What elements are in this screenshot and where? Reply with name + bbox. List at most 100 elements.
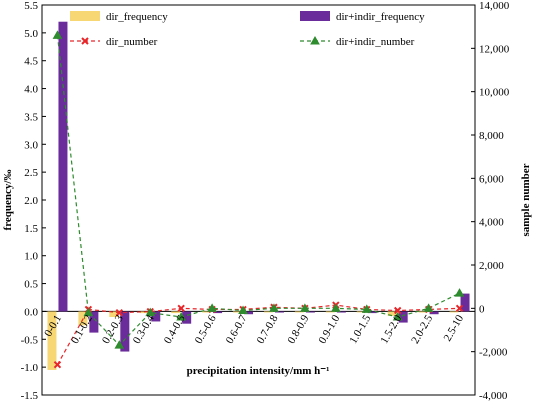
right-tick-label: 4,000 (479, 217, 504, 229)
triangle-marker (423, 303, 434, 312)
bar (294, 311, 304, 313)
triangle-marker (330, 303, 341, 312)
bar (336, 311, 346, 313)
x-tick-label: 0.7-0.8 (255, 313, 281, 346)
right-tick-label: -2,000 (479, 347, 508, 359)
x-tick-label: 0.4-0.5 (162, 313, 188, 346)
x-tick-label: 1.5-2.0 (378, 313, 404, 346)
left-tick-label: 1.0 (24, 251, 38, 263)
x-tick-label: 0.9-1.0 (316, 313, 342, 346)
markers-layer (52, 30, 465, 369)
x-marker (53, 360, 62, 369)
bar (367, 311, 377, 314)
bar (233, 311, 243, 313)
triangle-marker (207, 303, 217, 312)
left-tick-label: -1.5 (21, 390, 39, 402)
x-marker-stroke (177, 304, 185, 313)
triangle-marker (392, 311, 403, 321)
x-marker-stroke (53, 360, 62, 369)
right-tick-label: 14,000 (479, 0, 510, 12)
left-tick-label: -1.0 (21, 362, 39, 374)
bar (171, 311, 181, 314)
bar (418, 311, 428, 313)
triangle-marker (300, 303, 310, 312)
series-line (56, 304, 460, 365)
triangle-marker (52, 30, 63, 39)
legend-label: dir+indir_number (336, 36, 415, 48)
right-tick-label: 10,000 (479, 87, 510, 99)
left-tick-label: -0.5 (21, 334, 39, 346)
bar (263, 311, 273, 313)
left-tick-label: 2.0 (24, 195, 38, 207)
triangle-marker (145, 307, 156, 317)
x-marker-stroke (455, 304, 464, 313)
bar (449, 311, 459, 313)
x-marker-stroke (393, 306, 402, 315)
lines-layer (56, 35, 460, 365)
bar (305, 311, 315, 313)
bar (244, 311, 254, 315)
left-tick-label: 5.0 (24, 28, 38, 40)
bar (89, 311, 99, 333)
bar (47, 311, 57, 370)
triangle-marker (83, 307, 94, 317)
bars-layer (47, 21, 470, 370)
x-tick-label: 2.0-2.5 (409, 313, 435, 346)
bar (109, 311, 119, 317)
right-tick-label: -4,000 (479, 390, 508, 402)
left-tick-label: 4.5 (24, 56, 38, 68)
x-marker-stroke (115, 308, 124, 317)
legend-label: dir+indir_frequency (336, 11, 425, 23)
bar (429, 311, 439, 315)
x-tick-label: 1.0-1.5 (347, 313, 373, 346)
left-tick-label: 2.5 (24, 167, 38, 179)
x-tick-label: 2.5-10 (442, 313, 467, 344)
bar (182, 311, 192, 324)
left-tick-label: 4.0 (24, 84, 38, 96)
x-marker (177, 304, 185, 313)
left-tick-label: 5.5 (24, 0, 38, 12)
triangle-marker (454, 288, 465, 297)
x-marker (393, 306, 402, 315)
bar (387, 311, 397, 316)
x-marker (455, 304, 464, 313)
bar (151, 311, 161, 322)
bar (325, 311, 335, 313)
left-axis-ticks: -1.5 -1.0 -0.5 0.0 0.5 1.0 1.5 2.0 2.5 3.0 3.5 4.0 4… (21, 0, 46, 402)
x-tick-label: 0.8-0.9 (286, 313, 312, 346)
series-line (56, 35, 460, 347)
triangle-marker (238, 305, 248, 314)
x-marker (115, 308, 124, 317)
left-axis-title: frequency/‰ (2, 170, 14, 231)
x-tick-label: 0.5-0.6 (193, 313, 219, 346)
triangle-marker (176, 311, 187, 321)
bar (274, 311, 284, 313)
bar (120, 311, 130, 352)
legend-swatch (300, 11, 330, 21)
legend: dir_frequency dir+indir_frequency dir_numb… (70, 11, 425, 48)
bar (460, 293, 470, 312)
right-tick-label: 2,000 (479, 260, 504, 272)
right-axis-ticks: -4,000 -2,000 0 2,000 4,000 6,000 8,000 10,000 1… (471, 0, 510, 402)
legend-swatch (70, 11, 100, 21)
legend-label: dir_frequency (106, 11, 168, 23)
triangle-marker (114, 340, 125, 349)
right-tick-label: 0 (479, 303, 485, 315)
bar (213, 311, 223, 314)
left-tick-label: 3.5 (24, 111, 38, 123)
right-tick-label: 12,000 (479, 43, 510, 55)
x-tick-label: 0.6-0.7 (224, 313, 250, 346)
left-tick-label: 0.0 (24, 306, 38, 318)
left-tick-label: 3.0 (24, 139, 38, 151)
bar (398, 311, 408, 323)
legend-label: dir_number (106, 36, 158, 48)
right-tick-label: 6,000 (479, 173, 504, 185)
left-tick-label: 1.5 (24, 223, 38, 235)
left-tick-label: 0.5 (24, 279, 38, 291)
right-tick-label: 8,000 (479, 130, 504, 142)
triangle-marker (269, 303, 279, 312)
right-axis-title: sample number (520, 163, 532, 236)
bar (356, 311, 366, 313)
bar (202, 311, 212, 313)
